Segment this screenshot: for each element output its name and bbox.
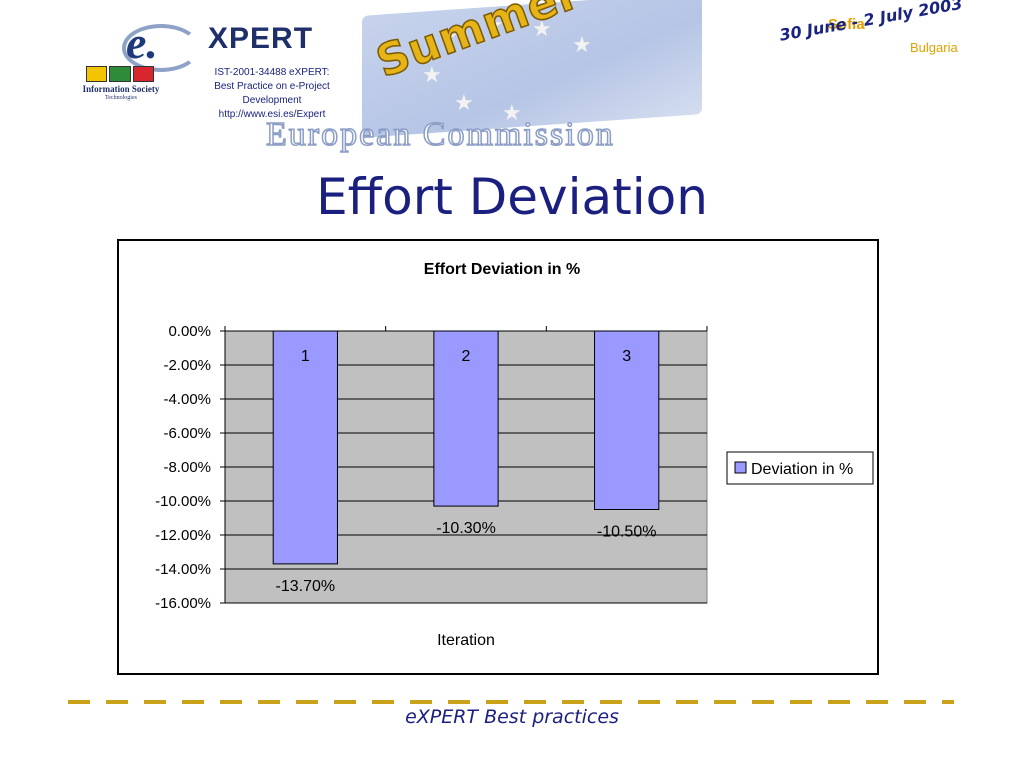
project-description: Best Practice on e-Project Development <box>214 81 330 106</box>
category-label: 1 <box>301 348 310 365</box>
star-icon: ★ <box>438 24 458 49</box>
expert-logo: e. XPERT <box>120 17 350 72</box>
info-society-flags-icon <box>86 66 154 82</box>
star-icon: ★ <box>422 62 442 87</box>
event-country: Bulgaria <box>910 40 958 55</box>
project-info: IST-2001-34488 eXPERT: Best Practice on … <box>184 66 360 122</box>
star-icon: ★ <box>572 32 592 57</box>
eu-flag-banner: ★ ★ ★ ★ ★ ★ ★ <box>362 0 722 154</box>
slide-header: e. XPERT Information Society Technologie… <box>0 0 1024 160</box>
legend-box <box>726 451 874 485</box>
star-icon: ★ <box>502 100 522 125</box>
y-tick-label: -14.00% <box>155 561 211 578</box>
event-city: Sofia <box>828 16 865 33</box>
star-icon: ★ <box>532 16 552 41</box>
y-tick-label: -8.00% <box>163 459 211 476</box>
y-tick-label: -2.00% <box>163 357 211 374</box>
information-society-logo: Information Society Technologies <box>74 66 168 106</box>
european-commission-label: European Commission <box>265 115 615 154</box>
data-label: -10.50% <box>597 524 657 541</box>
y-tick-label: 0.00% <box>168 323 211 340</box>
y-tick-label: -10.00% <box>155 493 211 510</box>
y-tick-label: -12.00% <box>155 527 211 544</box>
data-label: -13.70% <box>276 578 336 595</box>
logo-swoosh-icon <box>122 24 200 72</box>
bar <box>433 330 499 507</box>
bar <box>594 330 660 510</box>
legend-swatch <box>734 461 747 474</box>
footer-dashed-rule <box>68 700 954 704</box>
info-society-sublabel: Technologies <box>105 95 137 101</box>
legend-label: Deviation in % <box>751 461 853 478</box>
star-icon: ★ <box>484 12 504 37</box>
y-tick-label: -4.00% <box>163 391 211 408</box>
slide-title: Effort Deviation <box>316 168 708 226</box>
y-tick-label: -16.00% <box>155 595 211 612</box>
logo-word: XPERT <box>208 22 314 55</box>
star-icon: ★ <box>454 90 474 115</box>
bar <box>272 330 338 565</box>
info-society-label: Information Society <box>82 84 160 94</box>
category-label: 2 <box>462 348 471 365</box>
x-axis-label: Iteration <box>437 632 495 649</box>
project-url: http://www.esi.es/Expert <box>218 109 326 120</box>
logo-letter: e. <box>126 17 158 68</box>
effort-deviation-chart: Effort Deviation in % 0.00% -2.00% -4.00% -6… <box>155 261 874 649</box>
y-tick-label: -6.00% <box>163 425 211 442</box>
chart-frame: Effort Deviation in % 0.00% -2.00% -4.00% -6… <box>117 239 879 675</box>
footer-text: eXPERT Best practices <box>405 706 619 728</box>
category-label: 3 <box>622 348 631 365</box>
data-label: -10.30% <box>436 520 496 537</box>
project-id: IST-2001-34488 eXPERT: <box>214 67 330 78</box>
event-dates: 30 June - 2 July 2003 <box>778 0 964 45</box>
chart-title: Effort Deviation in % <box>424 261 580 278</box>
